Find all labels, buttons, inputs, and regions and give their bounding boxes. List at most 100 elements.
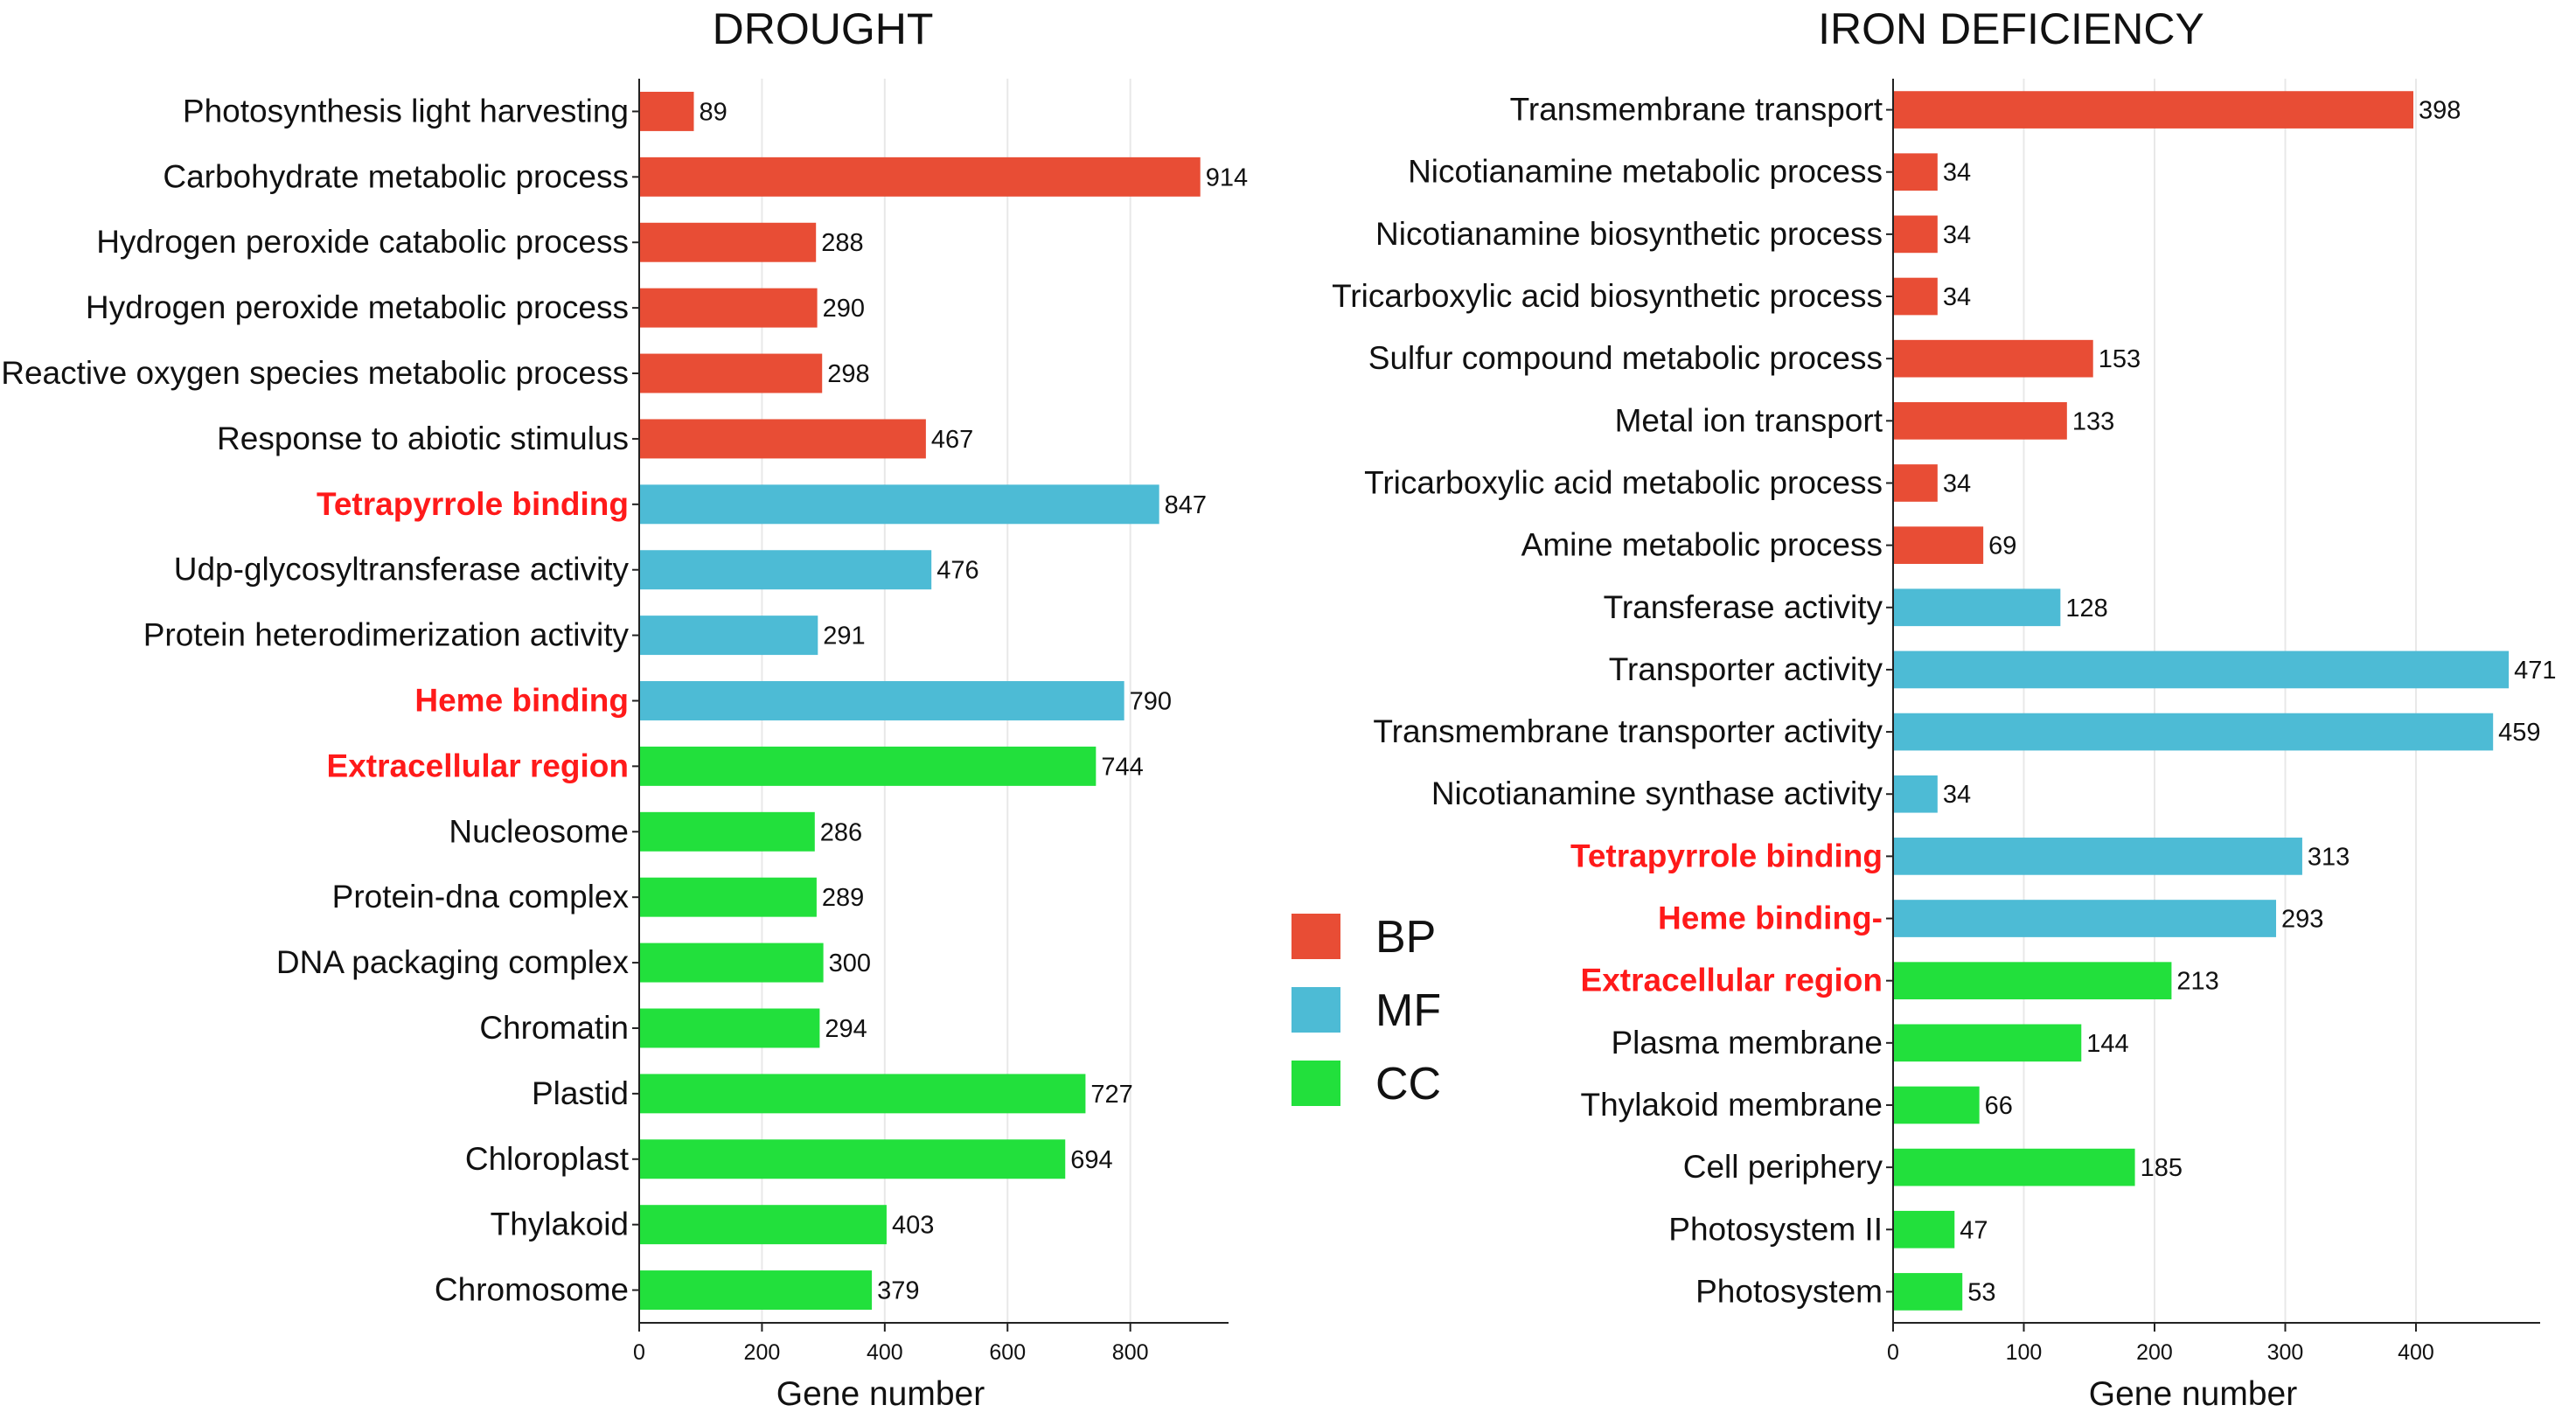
data-label: 403 — [892, 1212, 934, 1240]
x-tick-label: 100 — [2006, 1340, 2043, 1365]
category-label: Hydrogen peroxide metabolic process — [86, 289, 629, 325]
bar-cc — [639, 746, 1097, 786]
x-tick-label: 200 — [2136, 1340, 2173, 1365]
bar-bp — [1893, 215, 1938, 254]
category-label: Nicotianamine biosynthetic process — [1375, 216, 1883, 252]
data-label: 398 — [2419, 97, 2461, 125]
bar-bp — [639, 157, 1201, 197]
category-label: Nucleosome — [449, 813, 629, 849]
data-label: 847 — [1165, 491, 1207, 519]
bar-mf — [639, 681, 1124, 720]
data-label: 47 — [1960, 1216, 1988, 1244]
category-label-highlighted: Extracellular region — [327, 748, 629, 783]
category-label: Photosystem II — [1668, 1211, 1883, 1247]
category-label: Transporter activity — [1609, 651, 1883, 687]
bar-mf — [639, 616, 818, 656]
bar-mf — [1893, 900, 2277, 937]
data-label: 128 — [2065, 595, 2107, 623]
data-label: 144 — [2086, 1030, 2128, 1058]
bar-bp — [1893, 526, 1984, 564]
data-label: 313 — [2308, 843, 2350, 871]
data-label: 289 — [822, 884, 864, 912]
data-label: 459 — [2498, 719, 2540, 747]
bar-bp — [639, 353, 823, 393]
category-label: Photosynthesis light harvesting — [183, 93, 629, 129]
bar-bp — [1893, 464, 1938, 502]
category-label: Transferase activity — [1604, 589, 1883, 625]
category-label: Plasma membrane — [1611, 1025, 1883, 1061]
bar-cc — [639, 877, 817, 917]
data-label: 298 — [827, 360, 869, 388]
category-label: Metal ion transport — [1615, 402, 1883, 438]
bar-cc — [639, 943, 824, 983]
category-label-highlighted: Extracellular region — [1581, 963, 1883, 998]
bar-bp — [1893, 277, 1938, 316]
data-label: 66 — [1985, 1092, 2013, 1120]
bar-cc — [639, 1074, 1086, 1114]
bar-mf — [1893, 650, 2510, 689]
data-label: 379 — [877, 1277, 919, 1305]
data-label: 790 — [1130, 688, 1172, 716]
bar-cc — [1893, 1210, 1955, 1249]
data-label: 34 — [1943, 470, 1971, 497]
category-label-highlighted: Heme binding- — [1658, 901, 1883, 936]
legend-label-cc: CC — [1375, 1059, 1441, 1109]
x-axis-label: Gene number — [776, 1375, 985, 1413]
category-label: Protein-dna complex — [332, 879, 630, 915]
data-label: 69 — [1988, 532, 2016, 560]
bar-bp — [639, 222, 817, 262]
data-label: 694 — [1070, 1146, 1112, 1174]
category-label: Thylakoid membrane — [1581, 1087, 1883, 1123]
category-label: Chloroplast — [465, 1141, 630, 1177]
x-tick-label: 0 — [633, 1340, 645, 1365]
bar-bp — [639, 288, 818, 328]
chart-title: DROUGHT — [713, 4, 934, 53]
category-label: Transmembrane transporter activity — [1373, 713, 1883, 749]
iron-deficiency-chart: IRON DEFICIENCY 0 100 200 300 400 Transmembran… — [1332, 4, 2556, 1413]
data-label: 476 — [936, 557, 978, 585]
category-label: Tricarboxylic acid metabolic process — [1364, 464, 1883, 500]
legend-swatch-mf — [1291, 987, 1340, 1033]
category-label: Hydrogen peroxide catabolic process — [96, 224, 629, 260]
category-label: Protein heterodimerization activity — [143, 617, 630, 653]
data-label: 53 — [1967, 1278, 1995, 1306]
bar-cc — [1893, 1024, 2082, 1062]
category-label: Amine metabolic process — [1521, 527, 1883, 563]
category-label: Thylakoid — [491, 1207, 629, 1242]
bar-bp — [639, 91, 694, 131]
data-label: 185 — [2141, 1154, 2183, 1182]
category-label: Chromosome — [435, 1272, 629, 1308]
bar-cc — [639, 1008, 820, 1048]
bar-mf — [639, 484, 1159, 525]
data-label: 290 — [823, 295, 865, 323]
bar-cc — [1893, 962, 2172, 1000]
data-label: 286 — [820, 818, 862, 846]
x-tick-label: 600 — [989, 1340, 1026, 1365]
category-label: Sulfur compound metabolic process — [1368, 340, 1883, 376]
data-label: 133 — [2072, 407, 2114, 435]
x-tick-label: 400 — [2398, 1340, 2434, 1365]
data-label: 34 — [1943, 781, 1971, 809]
x-tick-label: 400 — [867, 1340, 903, 1365]
category-label: Nicotianamine metabolic process — [1408, 154, 1883, 190]
bar-cc — [1893, 1148, 2135, 1186]
data-label: 291 — [823, 623, 865, 650]
bar-cc — [1893, 1273, 1963, 1311]
legend: BP MF CC — [1291, 912, 1441, 1109]
bar-mf — [1893, 838, 2302, 875]
category-label: Reactive oxygen species metabolic proces… — [1, 355, 629, 391]
bar-mf — [1893, 775, 1938, 813]
category-label-highlighted: Tetrapyrrole binding — [1570, 838, 1883, 873]
data-label: 294 — [825, 1015, 867, 1043]
category-label: Cell periphery — [1683, 1149, 1883, 1185]
legend-label-bp: BP — [1375, 912, 1436, 963]
bar-cc — [639, 811, 815, 852]
legend-swatch-bp — [1291, 914, 1340, 959]
data-label: 293 — [2281, 906, 2323, 934]
category-label: Tricarboxylic acid biosynthetic process — [1332, 278, 1883, 314]
category-label: Udp-glycosyltransferase activity — [174, 552, 630, 588]
category-label: Carbohydrate metabolic process — [163, 158, 629, 194]
category-label: Chromatin — [479, 1010, 629, 1046]
bar-cc — [639, 1139, 1066, 1179]
